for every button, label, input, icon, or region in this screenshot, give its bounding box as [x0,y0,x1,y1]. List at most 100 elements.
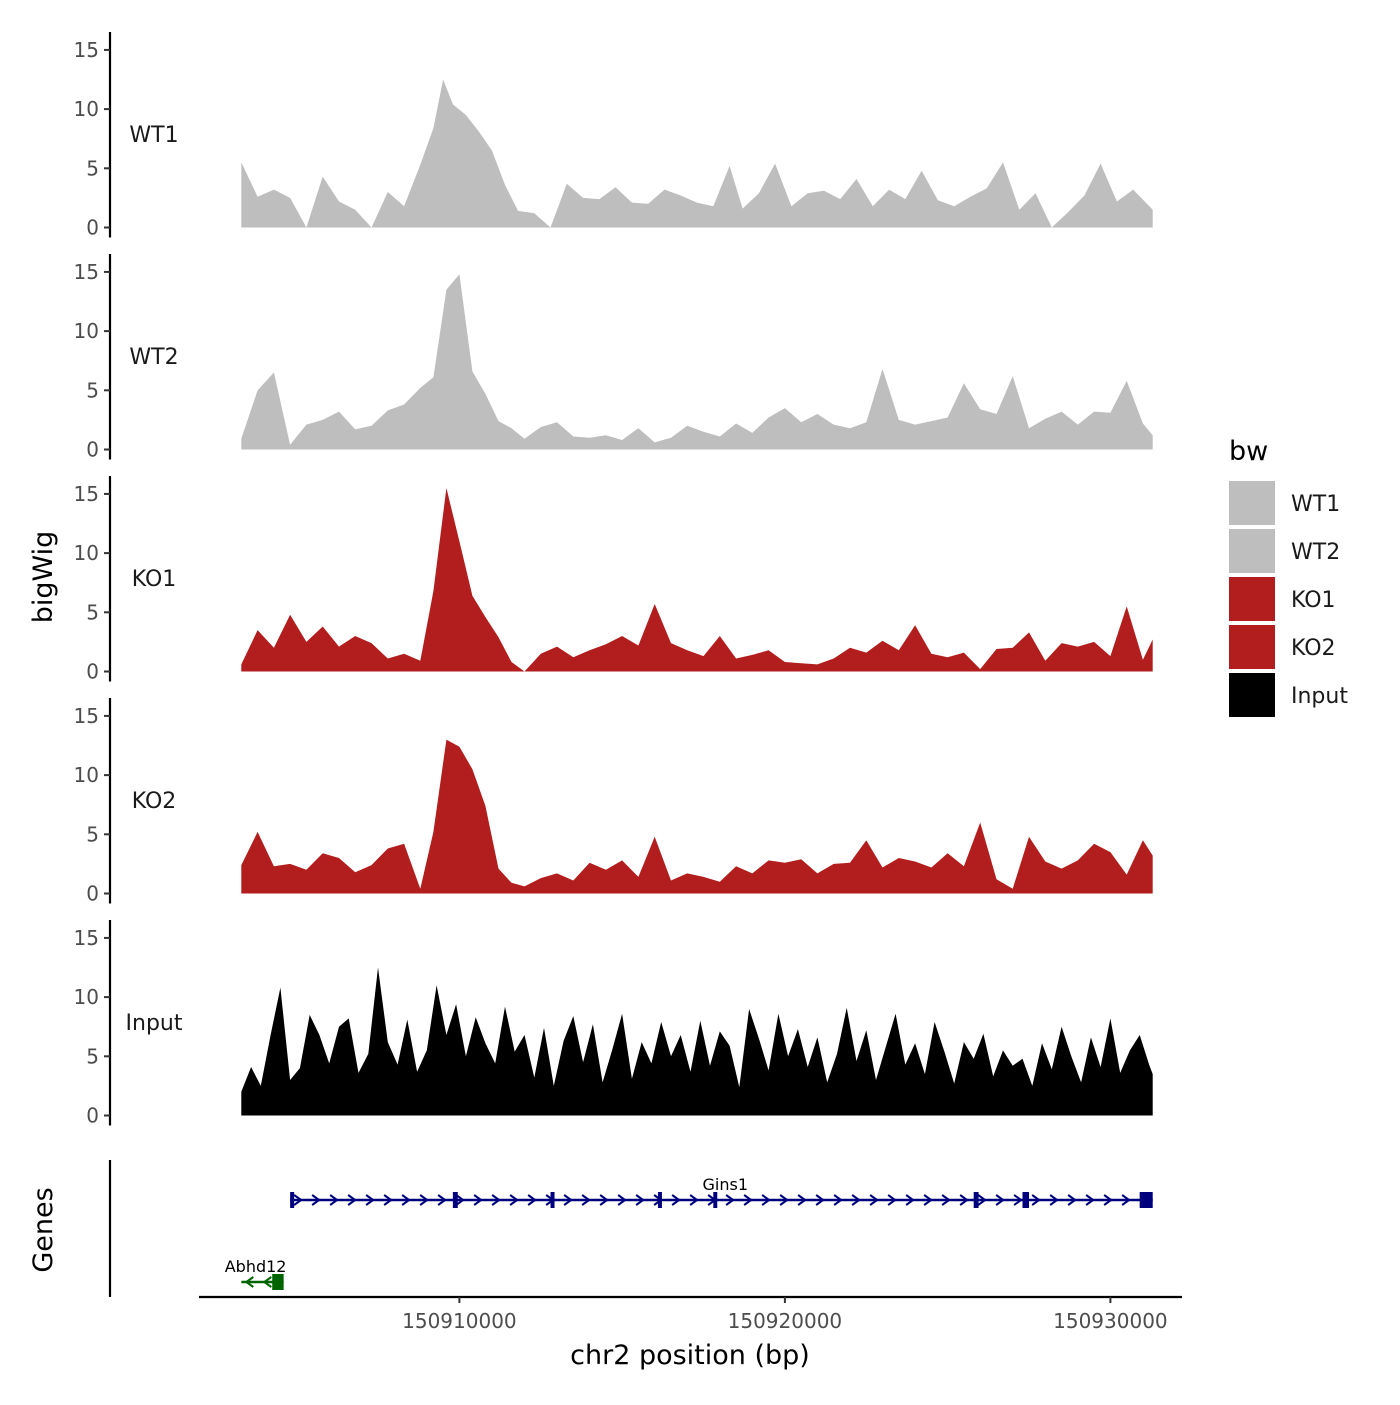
exon [452,1192,458,1208]
strand-arrow [797,1194,807,1206]
y-tick-label: 5 [86,1044,99,1068]
strand-arrow [437,1194,447,1206]
exon [1139,1192,1153,1208]
coverage-area [241,739,1153,894]
strand-arrow [311,1194,321,1206]
strand-arrow [244,1276,254,1288]
y-axis-title: bigWig [28,531,59,624]
y-tick-label: 15 [74,482,99,506]
x-tick-label: 150910000 [402,1309,517,1333]
y-tick-label: 0 [86,882,99,906]
x-axis: 150910000 150920000 150930000 chr2 positio… [199,1295,1182,1371]
y-tick-label: 10 [74,763,99,787]
legend-label-wt2: WT2 [1291,540,1340,565]
strand-arrow [959,1194,969,1206]
strand-arrow [833,1194,843,1206]
strand-arrow [977,1194,987,1206]
track-ko1: 0 5 10 15 KO1 [74,476,1153,684]
legend-label-input: Input [1291,684,1348,709]
y-tick-label: 5 [86,822,99,846]
legend-key-ko1 [1229,577,1275,621]
track-input: 0 5 10 15 Input [74,920,1153,1128]
y-tick-label: 5 [86,378,99,402]
y-tick-label: 10 [74,541,99,565]
exon [973,1192,979,1208]
y-tick-label: 0 [86,216,99,240]
legend-key-wt2 [1229,529,1275,573]
strand-arrow [347,1194,357,1206]
strand-arrow [581,1194,591,1206]
legend-title: bw [1229,436,1268,467]
coverage-area [241,274,1153,450]
strand-arrow [869,1194,879,1206]
exon [272,1274,284,1290]
track-label: Input [126,1011,183,1036]
coverage-area [241,488,1153,672]
strand-arrow [262,1276,272,1288]
y-tick-label: 0 [86,438,99,462]
x-tick-label: 150920000 [728,1309,843,1333]
strand-arrow [491,1194,501,1206]
exon [290,1192,295,1208]
x-axis-title: chr2 position (bp) [570,1340,810,1371]
strand-arrow [779,1194,789,1206]
gene-abhd12: Abhd12 [225,1257,286,1290]
y-tick-label: 15 [74,38,99,62]
legend-label-wt1: WT1 [1291,492,1340,517]
strand-arrow [329,1194,339,1206]
legend-label-ko1: KO1 [1291,588,1336,613]
gene-gins1: Gins1 [290,1175,1153,1208]
track-wt2: 0 5 10 15 WT2 [74,254,1153,462]
strand-arrow [1031,1194,1041,1206]
strand-arrow [1085,1194,1095,1206]
strand-arrow [635,1194,645,1206]
strand-arrow [617,1194,627,1206]
y-tick-label: 10 [74,319,99,343]
strand-arrow [527,1194,537,1206]
strand-arrow [563,1194,573,1206]
track-label: KO1 [132,567,177,592]
strand-arrow [887,1194,897,1206]
legend-label-ko2: KO2 [1291,636,1336,661]
strand-arrow [743,1194,753,1206]
strand-arrow [365,1194,375,1206]
track-label: WT2 [129,345,178,370]
coverage-area [241,79,1153,228]
exon [713,1192,718,1208]
strand-arrow [761,1194,771,1206]
strand-arrow [1121,1194,1131,1206]
gene-track: Gins1 Abhd12 [108,1160,1153,1297]
strand-arrow [401,1194,411,1206]
track-wt1: 0 5 10 15 WT1 [74,32,1153,240]
exon [657,1192,662,1208]
strand-arrow [383,1194,393,1206]
y-tick-label: 0 [86,660,99,684]
strand-arrow [941,1194,951,1206]
y-tick-label: 0 [86,1104,99,1128]
y-tick-label: 15 [74,260,99,284]
legend-key-input [1229,673,1275,717]
y-tick-label: 5 [86,156,99,180]
strand-arrow [923,1194,933,1206]
strand-arrow [1103,1194,1113,1206]
coverage-area [241,967,1153,1116]
x-tick-label: 150930000 [1053,1309,1168,1333]
track-ko2: 0 5 10 15 KO2 [74,698,1153,906]
exon [1022,1192,1030,1208]
x-axis-ticks: 150910000 150920000 150930000 [402,1297,1168,1333]
strand-arrow [1013,1194,1023,1206]
strand-arrow [905,1194,915,1206]
y-tick-label: 10 [74,97,99,121]
y-tick-label: 15 [74,704,99,728]
legend: bw WT1 WT2 KO1 KO2 Input [1229,436,1348,717]
coverage-tracks: 0 5 10 15 WT1 0 5 10 15 WT2 0 5 10 15 KO1 0 5 10 15 KO2 0 5 10… [74,32,1153,1128]
strand-arrow [293,1194,303,1206]
gene-label: Gins1 [703,1175,749,1194]
track-label: WT1 [129,123,178,148]
strand-arrow [509,1194,519,1206]
strand-arrow [419,1194,429,1206]
strand-arrow [671,1194,681,1206]
strand-arrow [599,1194,609,1206]
